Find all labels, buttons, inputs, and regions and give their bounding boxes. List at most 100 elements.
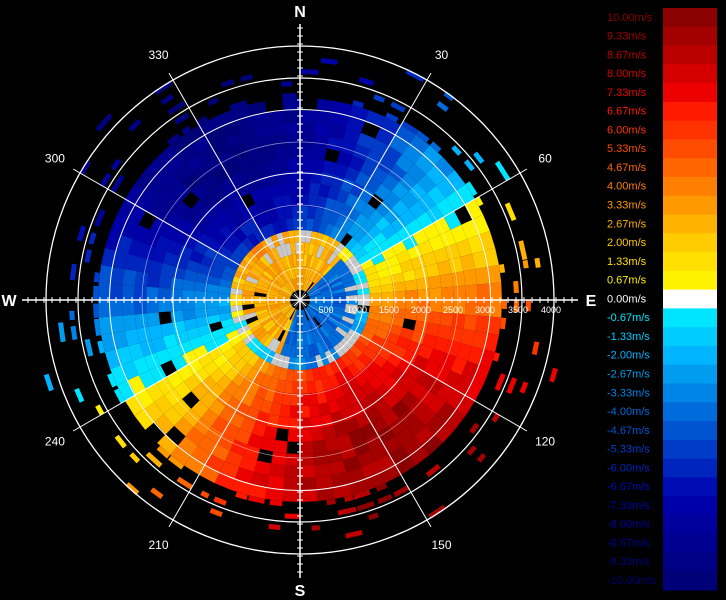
radar-bin xyxy=(307,344,316,358)
radar-bin xyxy=(194,308,208,319)
radar-bin xyxy=(330,311,344,320)
radar-bin xyxy=(265,350,276,364)
radar-bin xyxy=(154,414,175,435)
radar-bin xyxy=(196,115,209,126)
radar-bin xyxy=(219,461,240,479)
radar-bin xyxy=(385,112,399,123)
radar-bin xyxy=(266,294,279,299)
radar-bin xyxy=(334,214,347,229)
legend-label: 5.33m/s xyxy=(607,143,647,155)
radar-bin xyxy=(513,280,519,294)
radar-bin xyxy=(156,445,171,459)
radar-bin xyxy=(265,236,276,250)
legend-swatch xyxy=(663,421,717,441)
radar-bin xyxy=(182,172,202,192)
legend-swatch xyxy=(663,383,717,403)
radar-bin xyxy=(311,158,325,172)
radar-bin xyxy=(471,250,488,270)
radar-bin xyxy=(134,170,155,192)
radar-bin xyxy=(250,471,270,488)
radar-bin xyxy=(225,329,240,341)
radar-bin xyxy=(304,308,311,320)
radar-bin xyxy=(477,283,490,300)
legend-swatch xyxy=(663,252,717,272)
radar-bin xyxy=(284,122,300,135)
radar-bin xyxy=(439,312,454,327)
radar-bin xyxy=(247,433,264,449)
radar-bin xyxy=(434,157,455,178)
radar-bin xyxy=(425,263,440,278)
azimuth-label: 150 xyxy=(431,538,451,552)
radar-bin xyxy=(193,241,209,256)
radar-bin xyxy=(275,207,286,221)
radar-bin xyxy=(278,292,291,298)
radar-bin xyxy=(341,337,354,350)
radar-bin xyxy=(333,302,346,308)
radar-bin xyxy=(218,292,231,300)
radar-bin xyxy=(405,300,418,311)
radar-bin xyxy=(172,182,192,202)
radar-bin xyxy=(300,393,310,406)
radar-bin xyxy=(377,267,391,279)
radar-bin xyxy=(193,164,212,183)
radar-bin xyxy=(160,93,174,106)
radar-bin xyxy=(318,183,331,198)
radar-bin xyxy=(483,332,499,353)
radar-bin xyxy=(292,278,298,291)
radar-bin xyxy=(309,303,321,310)
radar-bin xyxy=(228,335,243,348)
radar-bin xyxy=(329,332,342,345)
radar-bin xyxy=(294,321,299,334)
radar-bin xyxy=(328,374,340,389)
radar-bin xyxy=(344,333,358,345)
radar-bin xyxy=(491,413,501,423)
radar-bin xyxy=(233,227,248,243)
radar-bin xyxy=(427,395,446,415)
radar-bin xyxy=(287,158,300,171)
radar-bin xyxy=(327,317,340,327)
legend-swatch xyxy=(663,289,717,309)
legend-label: -6.00m/s xyxy=(607,462,650,474)
radar-bin xyxy=(335,326,348,338)
radar-bin xyxy=(166,344,183,361)
radar-bin xyxy=(209,267,223,279)
radar-bin xyxy=(93,272,100,283)
radar-bin xyxy=(300,441,314,454)
radar-bin xyxy=(365,149,383,167)
radar-bin xyxy=(406,340,423,355)
azimuth-label: 240 xyxy=(45,435,65,449)
radar-bin xyxy=(289,242,296,255)
azimuth-spoke-inner xyxy=(299,299,356,333)
radar-bin xyxy=(460,253,476,272)
radar-bin xyxy=(239,329,253,341)
radar-bin xyxy=(309,182,321,196)
radar-bin xyxy=(240,74,254,82)
radar-bin xyxy=(181,125,192,135)
radar-bin xyxy=(353,247,368,260)
radar-bin xyxy=(288,254,295,268)
legend-label: 10.00m/s xyxy=(607,12,653,24)
radar-bin xyxy=(247,483,268,499)
radar-bin xyxy=(149,217,167,235)
radar-bin xyxy=(275,379,286,393)
radar-bin xyxy=(239,417,256,434)
radar-bin xyxy=(381,360,397,376)
radar-bin xyxy=(205,127,225,146)
radar-bin xyxy=(443,370,462,389)
radar-bin xyxy=(223,422,240,440)
radar-bin xyxy=(331,308,345,316)
radar-bin xyxy=(134,271,149,287)
radar-bin xyxy=(371,416,389,434)
radar-bin xyxy=(391,241,407,256)
radar-bin xyxy=(218,306,232,315)
radar-bin xyxy=(262,335,274,348)
radar-bin xyxy=(308,194,319,208)
radar-bin xyxy=(291,321,297,334)
radar-bin xyxy=(425,414,446,435)
legend-label: -5.33m/s xyxy=(607,444,650,456)
radar-bin xyxy=(183,318,198,331)
radar-bin xyxy=(327,399,341,414)
radar-bin xyxy=(281,356,290,369)
radar-bin xyxy=(177,340,194,355)
radar-bin xyxy=(239,455,258,472)
